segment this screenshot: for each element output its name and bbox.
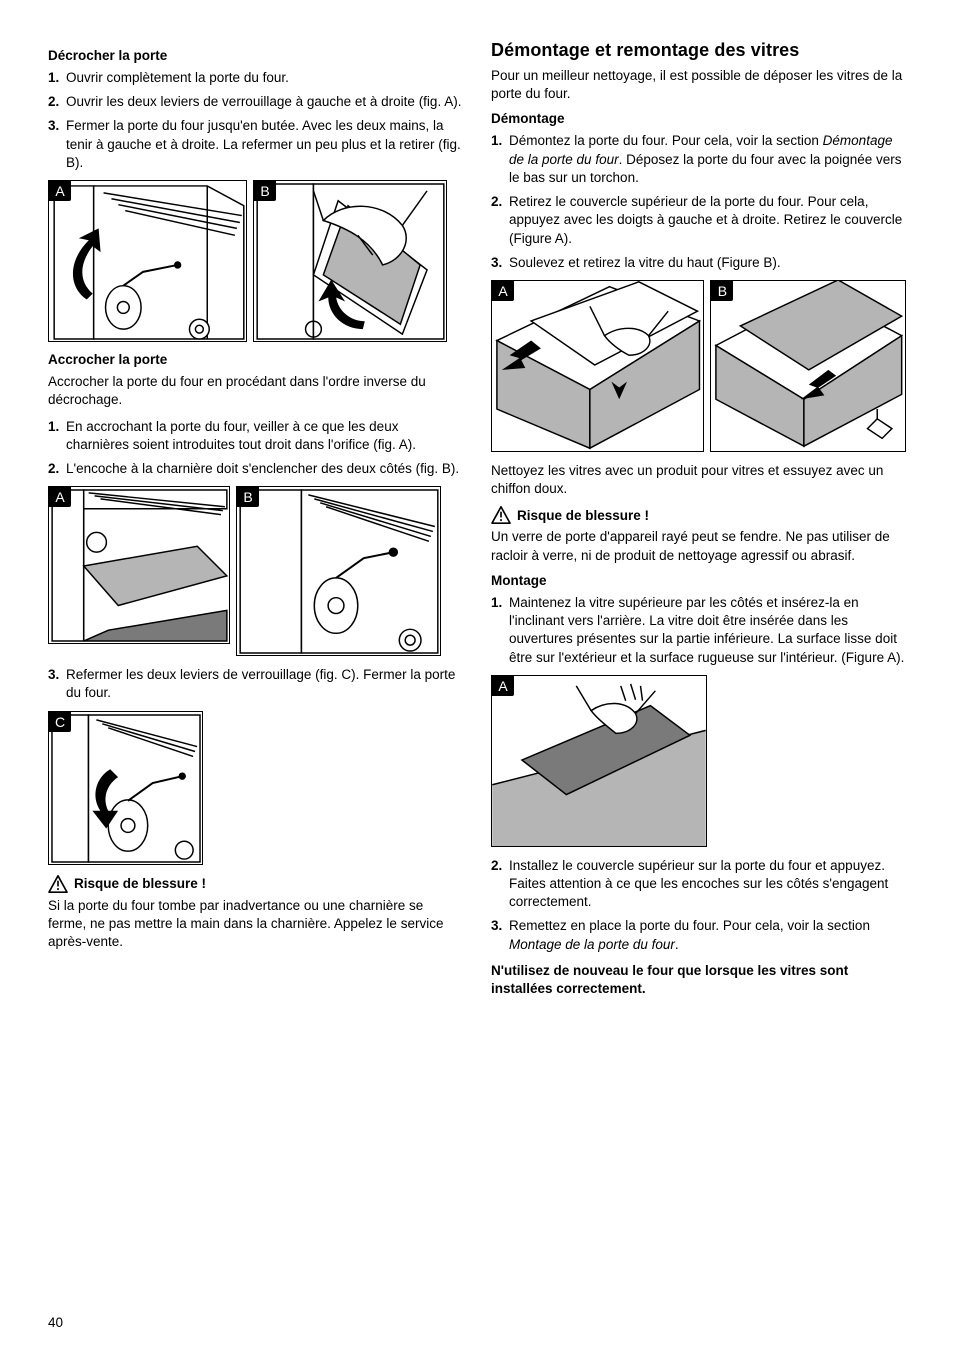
step-text: Soulevez et retirez la vitre du haut (Fi…	[509, 254, 781, 272]
fig-tag: B	[237, 487, 259, 507]
step-text: Démontez la porte du four. Pour cela, vo…	[509, 132, 906, 187]
left-sub1-steps: 1.Ouvrir complètement la porte du four. …	[48, 69, 463, 172]
fig-tag: B	[711, 281, 733, 301]
fig-tag: A	[492, 676, 514, 696]
warning-icon	[491, 506, 511, 524]
step-text: Ouvrir complètement la porte du four.	[66, 69, 289, 87]
right-warn-label: Risque de blessure !	[517, 508, 649, 523]
fig-tag: A	[49, 487, 71, 507]
left-figrow-2: A	[48, 486, 463, 656]
right-figrow-2: A	[491, 675, 906, 847]
left-sub2-steps-1-2: 1.En accrochant la porte du four, veille…	[48, 418, 463, 479]
right-sub2-step1: 1.Maintenez la vitre supérieure par les …	[491, 594, 906, 667]
step-text: En accrochant la porte du four, veiller …	[66, 418, 463, 454]
right-final-bold: N'utilisez de nouveau le four que lorsqu…	[491, 962, 906, 998]
figure-b: B	[253, 180, 447, 342]
figure-b: B	[236, 486, 441, 656]
figure-a: A	[491, 675, 707, 847]
step-text: Remettez en place la porte du four. Pour…	[509, 917, 906, 953]
left-figrow-3: C	[48, 711, 463, 865]
left-warn-text: Si la porte du four tombe par inadvertan…	[48, 897, 463, 952]
step-text: Installez le couvercle supérieur sur la …	[509, 857, 906, 912]
figure-c: C	[48, 711, 203, 865]
right-sub1-steps: 1.Démontez la porte du four. Pour cela, …	[491, 132, 906, 272]
step-text: L'encoche à la charnière doit s'enclench…	[66, 460, 459, 478]
right-warning-row: Risque de blessure !	[491, 506, 906, 524]
figure-b: B	[710, 280, 906, 452]
right-figrow-1: A B	[491, 280, 906, 452]
right-sub2-title: Montage	[491, 573, 906, 588]
left-sub2-intro: Accrocher la porte du four en procédant …	[48, 373, 463, 409]
left-column: Décrocher la porte 1.Ouvrir complètement…	[48, 40, 463, 998]
right-intro: Pour un meilleur nettoyage, il est possi…	[491, 67, 906, 103]
right-column: Démontage et remontage des vitres Pour u…	[491, 40, 906, 998]
page-number: 40	[48, 1315, 63, 1330]
fig-tag: A	[492, 281, 514, 301]
right-sub1-title: Démontage	[491, 111, 906, 126]
step-text: Retirez le couvercle supérieur de la por…	[509, 193, 906, 248]
fig-tag: B	[254, 181, 276, 201]
figure-a: A	[48, 180, 247, 342]
left-warning-row: Risque de blessure !	[48, 875, 463, 893]
step-text: Maintenez la vitre supérieure par les cô…	[509, 594, 906, 667]
step-text: Refermer les deux leviers de verrouillag…	[66, 666, 463, 702]
right-section-title: Démontage et remontage des vitres	[491, 40, 906, 61]
fig-tag: C	[49, 712, 71, 732]
warning-icon	[48, 875, 68, 893]
step-text: Ouvrir les deux leviers de verrouillage …	[66, 93, 461, 111]
fig-tag: A	[49, 181, 71, 201]
figure-a: A	[491, 280, 704, 452]
right-after-fig1: Nettoyez les vitres avec un produit pour…	[491, 462, 906, 498]
left-sub2-title: Accrocher la porte	[48, 352, 463, 367]
left-sub1-title: Décrocher la porte	[48, 48, 463, 63]
step-text: Fermer la porte du four jusqu'en butée. …	[66, 117, 463, 172]
left-figrow-1: A B	[48, 180, 463, 342]
left-sub2-step3: 3.Refermer les deux leviers de verrouill…	[48, 666, 463, 702]
left-warn-label: Risque de blessure !	[74, 876, 206, 891]
right-warn-text: Un verre de porte d'appareil rayé peut s…	[491, 528, 906, 564]
right-sub2-steps-2-3: 2.Installez le couvercle supérieur sur l…	[491, 857, 906, 954]
figure-a: A	[48, 486, 230, 644]
